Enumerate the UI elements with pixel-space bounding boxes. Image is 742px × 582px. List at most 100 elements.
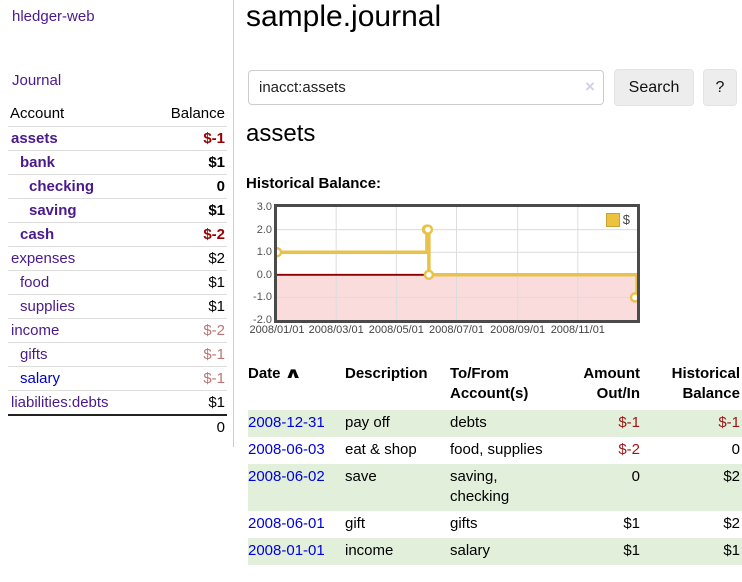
account-name-cell: salary [8, 366, 148, 391]
transaction-date-link[interactable]: 2008-06-03 [248, 441, 325, 458]
register-balance-cell: $1 [723, 542, 740, 559]
register-amount-cell: $1 [623, 542, 640, 559]
register-balance-cell: $2 [723, 468, 740, 485]
account-balance: $1 [147, 150, 227, 175]
account-row: gifts $-1 [8, 342, 227, 367]
register-header-accounts: To/From Account(s) [450, 365, 529, 402]
y-tick-label: 1.0 [256, 246, 272, 259]
account-name-cell: liabilities:debts [8, 390, 148, 416]
chart-legend: $ [603, 212, 632, 227]
transaction-date-link[interactable]: 2008-01-01 [248, 542, 325, 559]
register-balance-cell: 0 [731, 441, 740, 458]
accounts-header-row: Account Balance [8, 103, 227, 127]
account-row: salary $-1 [8, 366, 227, 391]
register-row: 2008-06-01 gift gifts $1 $2 [248, 511, 742, 538]
transaction-date-link[interactable]: 2008-06-01 [248, 515, 325, 532]
accounts-total-value: 0 [147, 414, 227, 439]
transaction-date-link[interactable]: 2008-12-31 [248, 414, 325, 431]
register-header-date[interactable]: Date ∧ [248, 365, 302, 382]
sidebar: hledger-web Journal Account Balance asse… [0, 0, 234, 447]
account-row: checking 0 [8, 174, 227, 199]
register-amount-cell: $-2 [618, 441, 640, 458]
clear-search-icon[interactable]: × [585, 77, 595, 96]
register-date-cell: 2008-06-01 [248, 511, 345, 538]
data-point-marker [423, 269, 435, 281]
accounts-total-row: 0 [8, 414, 227, 439]
account-link-gifts[interactable]: gifts [20, 346, 48, 363]
search-input[interactable] [248, 70, 604, 105]
register-row: 2008-06-03 eat & shop food, supplies $-2 0 [248, 437, 742, 464]
account-row: expenses $2 [8, 246, 227, 271]
register-date-cell: 2008-06-02 [248, 464, 345, 511]
register-description-cell: gift [345, 515, 366, 532]
account-balance: $1 [147, 270, 227, 295]
historical-balance-label: Historical Balance: [246, 175, 382, 192]
register-accounts-cell: food, supplies [450, 441, 543, 458]
account-heading: assets [246, 120, 316, 147]
register-accounts-cell: salary [450, 542, 491, 559]
register-header-row: Date ∧ Description To/From Account(s) Amo… [248, 362, 742, 410]
account-link-supplies[interactable]: supplies [20, 298, 76, 315]
account-link-cash[interactable]: cash [20, 226, 55, 243]
register-balance-cell: $-1 [718, 414, 740, 431]
account-row: income $-2 [8, 318, 227, 343]
account-name-cell: food [8, 270, 148, 295]
chart-plot-area: $ [274, 204, 640, 323]
account-row: food $1 [8, 270, 227, 295]
account-balance: $-1 [147, 366, 227, 391]
account-balance: $-1 [147, 126, 227, 151]
register-table: Date ∧ Description To/From Account(s) Amo… [248, 362, 742, 565]
sidebar-item-journal[interactable]: Journal [12, 72, 62, 89]
account-name-cell: expenses [8, 246, 148, 271]
account-balance: $-1 [147, 342, 227, 367]
search-help-button[interactable]: ? [703, 69, 737, 106]
search-button[interactable]: Search [614, 69, 694, 106]
register-date-cell: 2008-06-03 [248, 437, 345, 464]
account-link-checking[interactable]: checking [29, 178, 95, 195]
x-tick-label: 2008/05/01 [368, 324, 424, 336]
account-name-cell: saving [8, 198, 148, 223]
account-balance: $1 [147, 198, 227, 223]
accounts-header-balance: Balance [147, 103, 227, 127]
register-accounts-cell: gifts [450, 515, 478, 532]
account-link-bank[interactable]: bank [20, 154, 56, 171]
accounts-total-spacer [8, 414, 148, 439]
account-link-food[interactable]: food [20, 274, 50, 291]
accounts-table: Account Balance assets $-1 bank $1 checking 0… [8, 103, 227, 439]
account-link-saving[interactable]: saving [29, 202, 77, 219]
account-row: saving $1 [8, 198, 227, 223]
account-row: liabilities:debts $1 [8, 390, 227, 416]
account-row: assets $-1 [8, 126, 227, 151]
transaction-date-link[interactable]: 2008-06-02 [248, 468, 325, 485]
register-header-description: Description [345, 365, 428, 382]
register-amount-cell: $-1 [618, 414, 640, 431]
account-link-salary[interactable]: salary [20, 370, 61, 387]
account-balance: $-2 [147, 318, 227, 343]
app-title-link[interactable]: hledger-web [12, 8, 95, 25]
account-link-income[interactable]: income [11, 322, 60, 339]
data-point-marker [629, 292, 637, 303]
account-name-cell: gifts [8, 342, 148, 367]
register-description-cell: income [345, 542, 394, 559]
account-link-assets[interactable]: assets [11, 130, 58, 147]
x-tick-label: 2008/03/01 [308, 324, 364, 336]
account-name-cell: supplies [8, 294, 148, 319]
legend-label: $ [622, 212, 630, 227]
data-point-marker [422, 224, 434, 235]
register-row: 2008-12-31 pay off debts $-1 $-1 [248, 410, 742, 437]
y-tick-label: 0.0 [256, 268, 272, 281]
account-row: bank $1 [8, 150, 227, 175]
account-name-cell: checking [8, 174, 148, 199]
account-balance: $2 [147, 246, 227, 271]
register-row: 2008-06-02 save saving, checking 0 $2 [248, 464, 742, 511]
account-link-liabilities-debts[interactable]: liabilities:debts [11, 394, 109, 411]
y-tick-label: -1.0 [253, 291, 272, 304]
register-date-cell: 2008-01-01 [248, 538, 345, 565]
register-accounts-cell: debts [450, 414, 487, 431]
register-balance-cell: $2 [723, 515, 740, 532]
register-date-cell: 2008-12-31 [248, 410, 345, 437]
account-link-expenses[interactable]: expenses [11, 250, 76, 267]
legend-swatch-icon [605, 212, 620, 227]
account-row: cash $-2 [8, 222, 227, 247]
